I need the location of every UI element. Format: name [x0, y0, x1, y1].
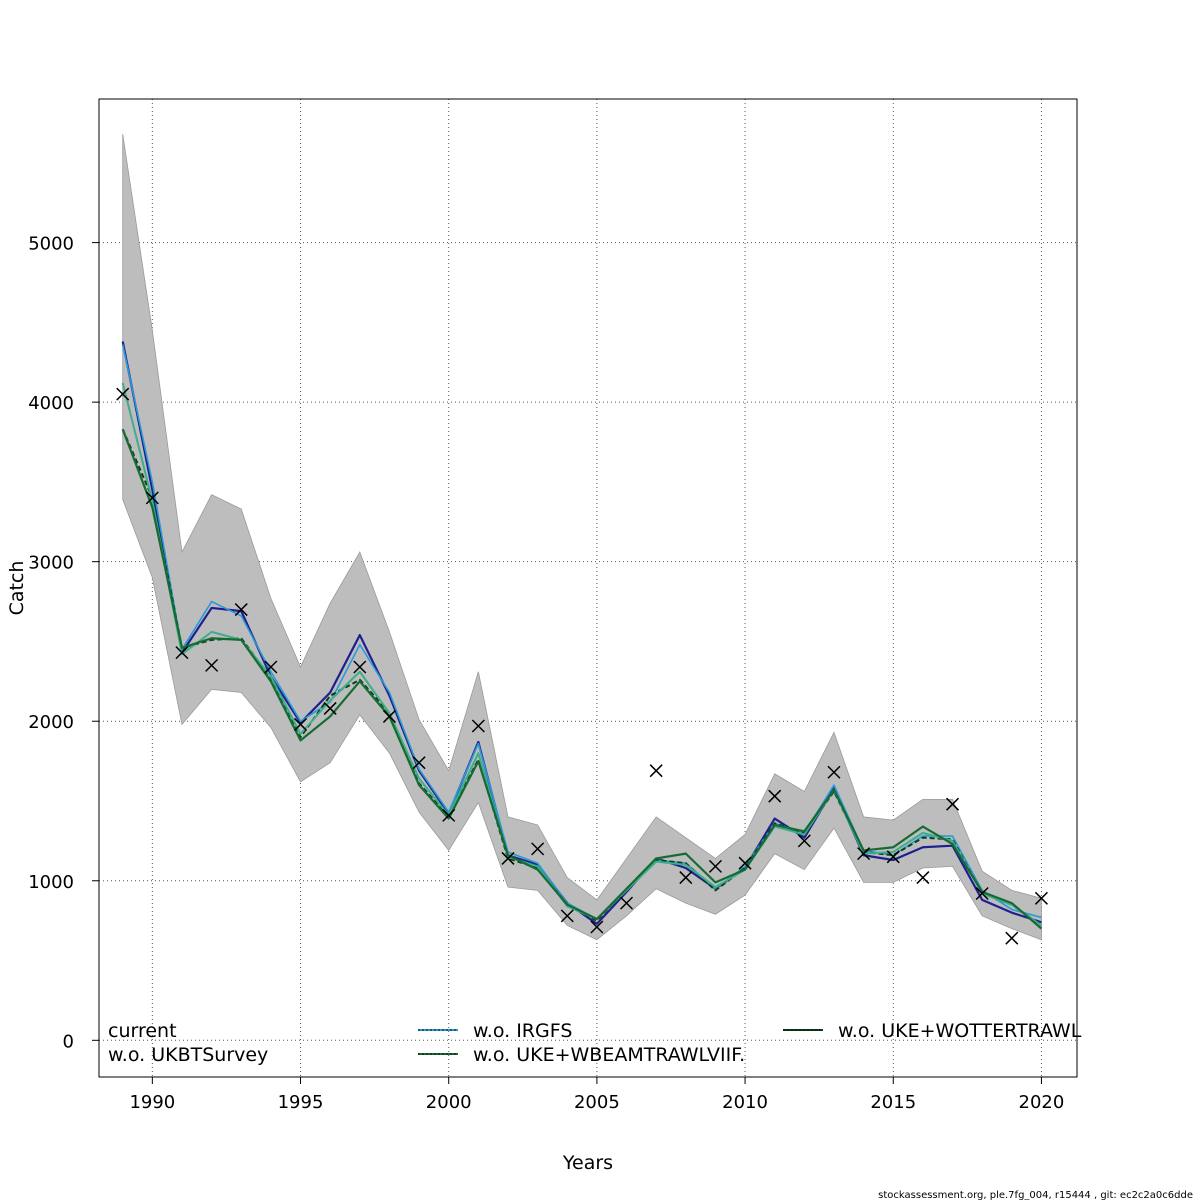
observed-point	[264, 660, 278, 674]
observed-point	[442, 808, 456, 822]
x-tick-label: 1990	[129, 1092, 175, 1113]
observed-point	[738, 856, 752, 870]
observed-point	[590, 920, 604, 934]
observed-point	[916, 871, 930, 885]
legend-label: w.o. UKE+WOTTERTRAWL	[838, 1020, 1082, 1042]
x-tick-label: 2020	[1019, 1092, 1065, 1113]
legend-label: current	[108, 1020, 177, 1042]
y-tick-label: 0	[63, 1031, 74, 1052]
x-tick-label: 2010	[722, 1092, 768, 1113]
legend: current w.o. IRGFS w.o. UKE+WOTTERTRAWL w.o…	[108, 1020, 1082, 1066]
observed-point	[116, 387, 130, 401]
observed-point	[679, 871, 693, 885]
legend-label: w.o. UKBTSurvey	[108, 1044, 268, 1066]
observed-point	[768, 789, 782, 803]
x-axis-title: Years	[562, 1152, 613, 1174]
observed-point	[382, 709, 396, 723]
plot-frame	[98, 98, 1078, 1078]
series-line	[121, 428, 1043, 930]
observed-point	[501, 851, 515, 865]
observed-point	[1005, 931, 1019, 945]
y-axis-title: Catch	[6, 561, 28, 616]
observed-point	[560, 909, 574, 923]
observed-point	[1034, 891, 1048, 905]
observed-point	[708, 859, 722, 873]
observed-point	[886, 850, 900, 864]
observed-point	[412, 756, 426, 770]
observed-point	[975, 886, 989, 901]
observed-point	[649, 764, 663, 778]
observed-point	[293, 717, 308, 731]
grid	[99, 99, 1077, 1077]
footer-credit: stockassessment.org, ple.7fg_004, r15444…	[878, 1190, 1193, 1200]
y-tick-label: 1000	[28, 872, 74, 893]
y-axis: 0 1000 2000 3000 4000 5000	[28, 234, 99, 1052]
y-tick-label: 2000	[28, 712, 74, 733]
observed-point	[471, 719, 485, 733]
observed-point	[145, 491, 159, 505]
observed-point	[323, 701, 337, 715]
observed-point	[175, 646, 189, 660]
x-axis: 1990 1995 2000 2005 2010 2015 2020	[129, 1077, 1064, 1113]
legend-label: w.o. IRGFS	[473, 1020, 572, 1042]
observed-point	[857, 847, 871, 861]
confidence-band	[122, 134, 1042, 941]
y-tick-label: 4000	[28, 393, 74, 414]
observed-point	[797, 834, 811, 848]
x-tick-label: 2000	[426, 1092, 472, 1113]
observed-point	[353, 660, 367, 674]
x-tick-label: 1995	[278, 1092, 324, 1113]
observed-point	[205, 658, 219, 672]
confidence-band-layer	[122, 134, 1042, 941]
observed-point	[234, 603, 248, 617]
observed-point	[827, 765, 841, 779]
observed-points-layer	[116, 387, 1048, 945]
observed-point	[945, 797, 960, 811]
x-tick-label: 2005	[574, 1092, 620, 1113]
observed-point	[619, 896, 634, 910]
legend-label: w.o. UKE+WBEAMTRAWLVIIF.	[473, 1044, 745, 1066]
y-tick-label: 3000	[28, 553, 74, 574]
y-tick-label: 5000	[28, 234, 74, 255]
observed-point	[531, 842, 545, 856]
x-tick-label: 2015	[870, 1092, 916, 1113]
